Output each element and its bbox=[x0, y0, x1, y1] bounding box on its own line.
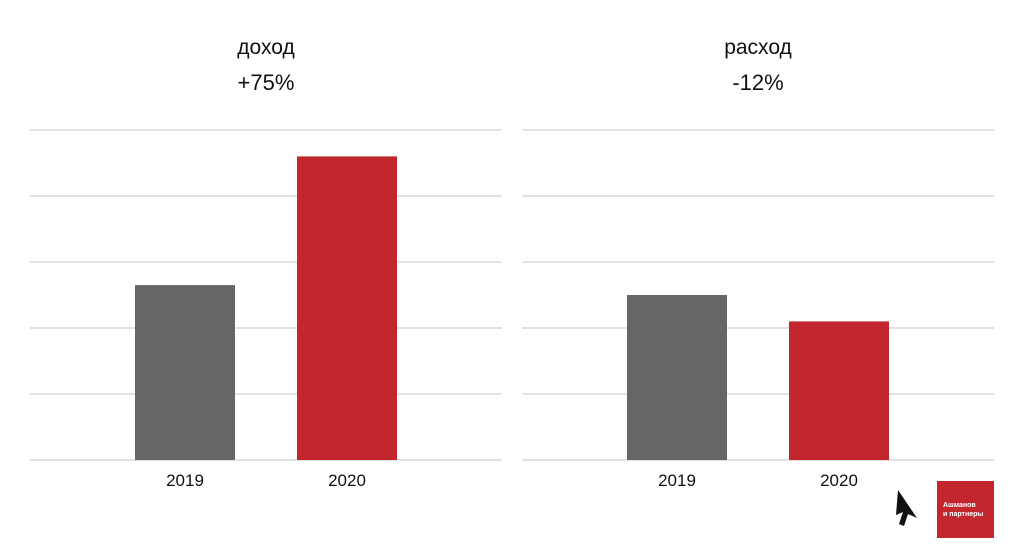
chart-title: расход bbox=[724, 36, 792, 59]
x-tick-label: 2020 bbox=[820, 471, 858, 490]
company-logo: Ашманов и партнеры bbox=[937, 481, 994, 538]
logo-line-1: Ашманов bbox=[943, 501, 976, 509]
chart-panel-income: доход +75% 2019 2020 bbox=[30, 0, 502, 548]
chart-subtitle: -12% bbox=[732, 70, 784, 95]
chart-title: доход bbox=[237, 36, 295, 59]
x-tick-label: 2019 bbox=[658, 471, 696, 490]
expense-bar-chart: 2019 2020 bbox=[522, 129, 994, 490]
chart-panel-expense: расход -12% 2019 2020 bbox=[522, 0, 994, 548]
x-tick-label: 2020 bbox=[328, 471, 366, 490]
bar-2020 bbox=[789, 321, 889, 460]
logo-line-2: и партнеры bbox=[943, 510, 984, 518]
arrow-cursor-icon bbox=[896, 490, 917, 526]
x-tick-label: 2019 bbox=[166, 471, 204, 490]
chart-subtitle: +75% bbox=[237, 70, 295, 95]
bar-2020 bbox=[297, 156, 397, 460]
bar-2019 bbox=[135, 285, 235, 460]
income-bar-chart: 2019 2020 bbox=[30, 129, 502, 490]
bar-2019 bbox=[627, 295, 727, 460]
